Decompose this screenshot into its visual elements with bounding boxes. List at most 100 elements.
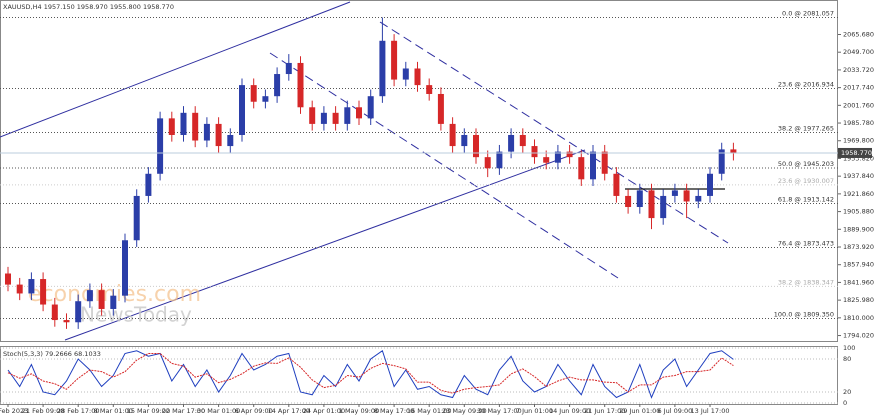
candle-body — [695, 195, 702, 202]
candle-body — [543, 157, 550, 163]
channel-lower — [64, 149, 586, 341]
candle-body — [40, 279, 47, 305]
candle-body — [320, 112, 327, 124]
candle-body — [356, 107, 362, 119]
candle-body — [590, 151, 596, 180]
candle-body — [239, 85, 245, 135]
candle-body — [274, 74, 281, 97]
y-tick-label: 1953.820 — [843, 154, 874, 162]
fib-label: 23.6 @ 1930.007 — [778, 177, 834, 185]
fib-label: 76.4 @ 1873.473 — [778, 239, 834, 247]
y-tick-label: 1810.000 — [843, 314, 874, 322]
candle-body — [601, 151, 608, 174]
candle-body — [16, 284, 23, 294]
candle-body — [461, 134, 468, 147]
candle-body — [133, 195, 140, 241]
x-tick-label: 29 Jun 01:00 — [619, 407, 660, 415]
candle-body — [648, 190, 655, 219]
stoch-tick-label: 0 — [843, 399, 847, 407]
candle-body — [344, 107, 351, 124]
stoch-tick-label: 20 — [843, 388, 851, 396]
x-tick-label: 8 Mar 01:00 — [94, 407, 133, 415]
fib-label: 50.0 @ 1945.203 — [778, 160, 834, 168]
candle-body — [496, 151, 503, 169]
header: XAUUSD,H4 1957.150 1958.970 1955.800 195… — [3, 3, 174, 11]
y-tick-label: 2001.760 — [843, 101, 874, 109]
candle-body — [391, 40, 398, 80]
x-tick-label: 14 Jun 09:00 — [549, 407, 590, 415]
candle-body — [145, 173, 152, 196]
candle-body — [5, 273, 11, 285]
y-tick-label: 2065.680 — [843, 30, 874, 38]
candle-body — [707, 173, 713, 196]
last-price-label: 1958.770 — [841, 149, 872, 157]
main-panel — [0, 0, 838, 342]
candle-body — [519, 134, 526, 147]
x-tick-label: 8 May 17:00 — [374, 407, 414, 415]
last-price-box — [838, 147, 872, 158]
x-tick-label: 1 May 09:00 — [339, 407, 379, 415]
y-tick-label: 1985.780 — [843, 119, 874, 127]
candle-body — [414, 68, 421, 86]
candle-body — [297, 62, 304, 108]
candle-body — [484, 157, 491, 169]
y-tick-label: 1969.800 — [843, 137, 874, 145]
candle-body — [98, 290, 105, 309]
candle-body — [367, 96, 374, 119]
y-tick-label: 1889.900 — [843, 225, 874, 233]
candle-body — [180, 112, 187, 135]
fib-label: 100.0 @ 1809.350 — [774, 311, 834, 319]
x-tick-label: 6 Apr 09:00 — [235, 407, 273, 415]
candle-body — [28, 279, 35, 294]
fib-label: 38.2 @ 1838.347 — [778, 278, 834, 286]
candle-body — [473, 134, 479, 158]
x-tick-label: 22 Mar 17:00 — [162, 407, 205, 415]
candle-body — [660, 195, 667, 219]
fib-label: 23.6 @ 2016.934 — [778, 81, 834, 89]
candle-body — [730, 149, 737, 153]
candle-body — [86, 290, 93, 302]
candle-body — [122, 240, 128, 296]
candle-body — [449, 123, 456, 147]
x-tick-label: 13 Jul 17:00 — [691, 407, 730, 415]
candle-body — [578, 157, 585, 180]
y-tick-label: 1873.920 — [843, 243, 874, 251]
candle-body — [671, 190, 678, 196]
candle-body — [718, 149, 725, 174]
candle-body — [437, 93, 444, 124]
y-tick-label: 1794.020 — [843, 332, 874, 340]
x-tick-label: 6 Jul 09:00 — [657, 407, 692, 415]
x-tick-label: 14 Apr 17:00 — [268, 407, 310, 415]
x-tick-label: 21 Jun 17:00 — [584, 407, 625, 415]
candle-body — [508, 134, 515, 152]
y-tick-label: 1825.980 — [843, 296, 874, 304]
y-tick-label: 1937.840 — [843, 172, 874, 180]
stoch-panel — [0, 346, 838, 405]
candle-body — [426, 85, 433, 94]
candle-body — [636, 190, 643, 208]
candle-body — [332, 112, 339, 124]
candle-body — [63, 320, 70, 323]
y-tick-label: 1841.960 — [843, 278, 874, 286]
candle-body — [554, 151, 561, 163]
x-tick-label: 7 Jun 01:00 — [516, 407, 553, 415]
candle-body — [110, 295, 117, 309]
candle-body — [157, 118, 164, 174]
candle-body — [75, 301, 82, 323]
fib-label: 38.2 @ 1977.265 — [778, 124, 834, 132]
x-tick-label: 24 Apr 01:00 — [303, 407, 345, 415]
y-tick-label: 1857.940 — [843, 261, 874, 269]
x-tick-label: 23 May 09:00 — [442, 407, 487, 415]
candle-body — [168, 118, 175, 135]
candle-body — [402, 68, 409, 80]
candle-body — [250, 85, 257, 102]
candle-body — [683, 190, 690, 202]
x-tick-label: 14 Feb 2023 — [0, 407, 28, 415]
fib-label: 61.8 @ 1913.142 — [778, 196, 834, 204]
x-tick-label: 28 Feb 17:00 — [57, 407, 100, 415]
x-tick-label: 15 Mar 09:00 — [127, 407, 170, 415]
candle-body — [227, 134, 234, 147]
candle-body — [613, 173, 620, 196]
y-tick-label: 1905.880 — [843, 208, 874, 216]
candle-body — [566, 151, 573, 158]
